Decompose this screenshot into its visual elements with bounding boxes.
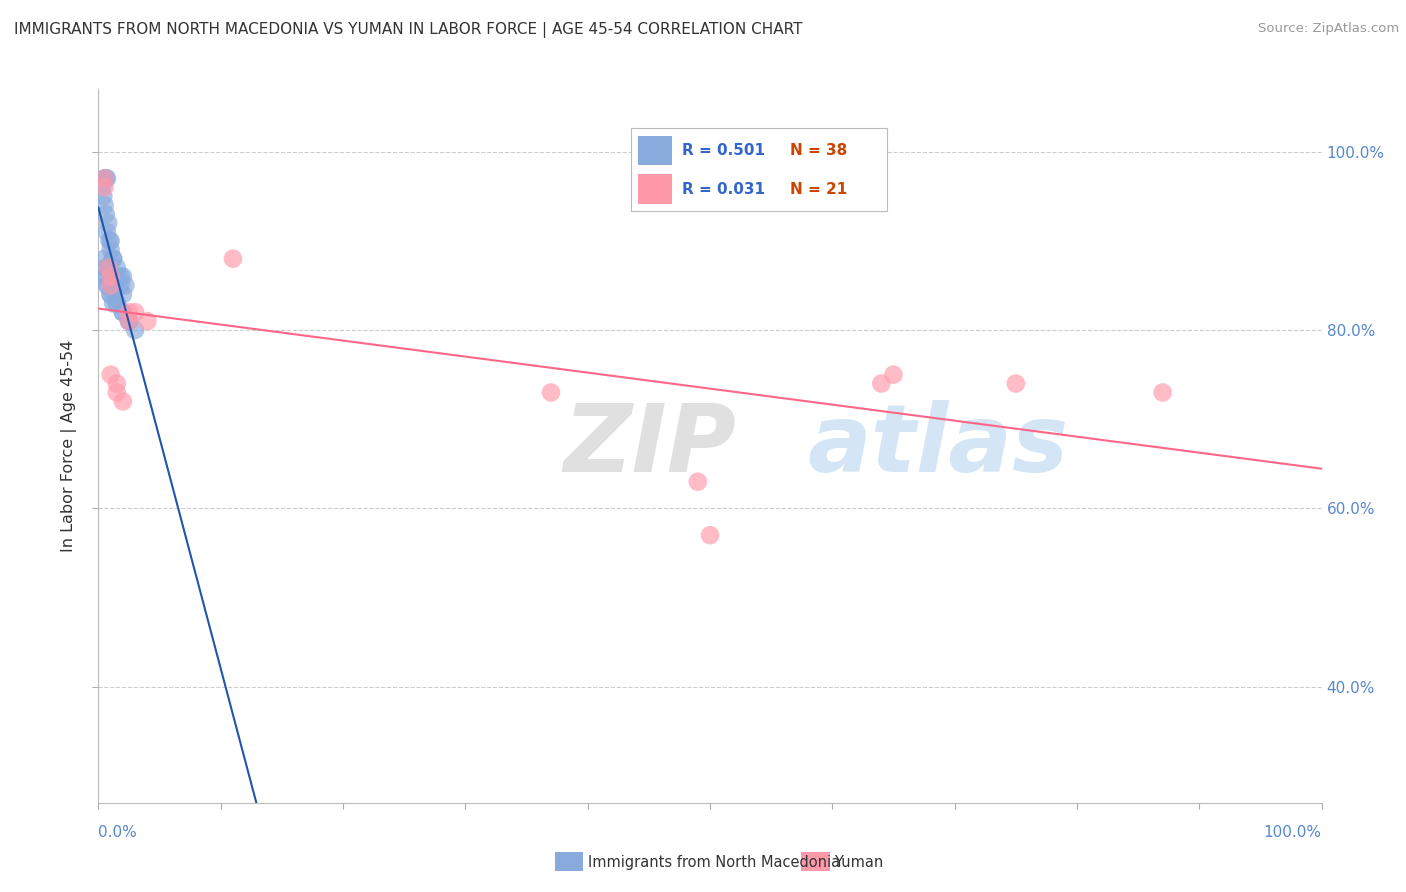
- Point: [118, 314, 141, 328]
- Point: [540, 385, 562, 400]
- Point: [100, 278, 122, 293]
- Text: 100.0%: 100.0%: [1264, 825, 1322, 840]
- Point: [94, 171, 117, 186]
- Point: [100, 368, 122, 382]
- Point: [97, 260, 120, 275]
- Text: R = 0.501: R = 0.501: [682, 143, 765, 158]
- Point: [97, 216, 120, 230]
- Point: [1152, 385, 1174, 400]
- Text: N = 38: N = 38: [790, 143, 846, 158]
- Text: Source: ZipAtlas.com: Source: ZipAtlas.com: [1258, 22, 1399, 36]
- Point: [101, 252, 124, 266]
- Point: [94, 260, 117, 275]
- Point: [111, 287, 134, 301]
- Point: [100, 269, 122, 284]
- Point: [118, 305, 141, 319]
- Point: [100, 287, 122, 301]
- Point: [100, 234, 122, 248]
- Point: [105, 296, 128, 310]
- Point: [101, 296, 124, 310]
- Text: 0.0%: 0.0%: [98, 825, 138, 840]
- Text: R = 0.031: R = 0.031: [682, 182, 765, 196]
- Point: [98, 234, 121, 248]
- Point: [118, 314, 141, 328]
- Point: [97, 260, 120, 275]
- Point: [222, 252, 245, 266]
- Point: [93, 252, 115, 266]
- Point: [94, 269, 117, 284]
- Text: Yuman: Yuman: [834, 855, 883, 870]
- Point: [96, 278, 118, 293]
- Point: [114, 278, 136, 293]
- Y-axis label: In Labor Force | Age 45-54: In Labor Force | Age 45-54: [60, 340, 77, 552]
- Point: [91, 180, 114, 194]
- Point: [94, 207, 117, 221]
- Point: [105, 296, 128, 310]
- Text: ZIP: ZIP: [564, 400, 737, 492]
- Text: Immigrants from North Macedonia: Immigrants from North Macedonia: [588, 855, 839, 870]
- Point: [93, 180, 115, 194]
- Point: [686, 475, 709, 489]
- Point: [111, 269, 134, 284]
- Point: [111, 394, 134, 409]
- Point: [111, 305, 134, 319]
- Point: [96, 171, 118, 186]
- Point: [118, 314, 141, 328]
- Point: [100, 243, 122, 257]
- Point: [96, 225, 118, 239]
- Bar: [638, 136, 672, 165]
- Point: [110, 269, 132, 284]
- Point: [101, 252, 124, 266]
- Point: [93, 198, 115, 212]
- Point: [111, 305, 134, 319]
- Point: [105, 385, 128, 400]
- Point: [124, 323, 146, 337]
- Point: [136, 314, 159, 328]
- Text: N = 21: N = 21: [790, 182, 846, 196]
- Text: IMMIGRANTS FROM NORTH MACEDONIA VS YUMAN IN LABOR FORCE | AGE 45-54 CORRELATION : IMMIGRANTS FROM NORTH MACEDONIA VS YUMAN…: [14, 22, 803, 38]
- Point: [93, 171, 115, 186]
- Point: [870, 376, 893, 391]
- Point: [110, 278, 132, 293]
- Point: [91, 189, 114, 203]
- Point: [97, 278, 120, 293]
- Point: [93, 171, 115, 186]
- Point: [124, 305, 146, 319]
- Point: [100, 287, 122, 301]
- Point: [883, 368, 905, 382]
- Point: [699, 528, 721, 542]
- Point: [105, 269, 128, 284]
- Text: atlas: atlas: [808, 400, 1069, 492]
- Point: [96, 269, 118, 284]
- Point: [1004, 376, 1026, 391]
- Bar: [638, 175, 672, 204]
- Point: [105, 376, 128, 391]
- Point: [105, 260, 128, 275]
